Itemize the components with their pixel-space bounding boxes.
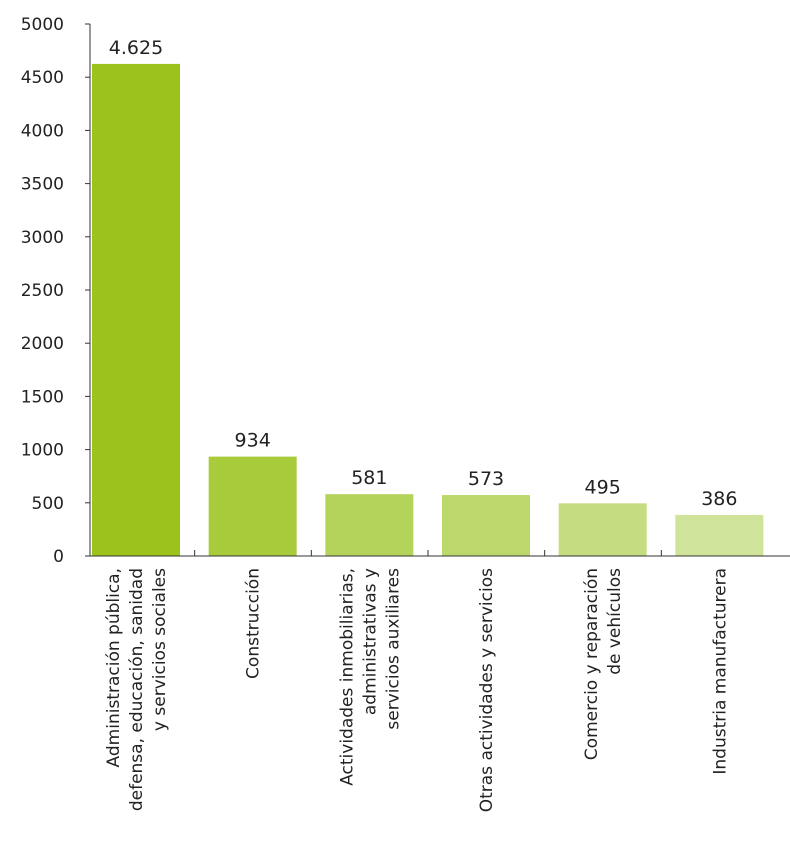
y-tick-label: 4500 (21, 68, 64, 88)
y-tick-label: 5000 (21, 15, 64, 35)
bar-value-label: 495 (585, 476, 621, 498)
y-tick-label: 3000 (21, 228, 64, 248)
bars: 4.625 934 581 573 495 386 (92, 37, 764, 557)
bar-value-label: 4.625 (109, 37, 163, 59)
x-category-label: Industria manufacturera (710, 568, 730, 775)
x-category-label: Actividades inmobiliarias, administrativa… (337, 568, 403, 786)
y-tick-label: 4000 (21, 121, 64, 141)
y-tick-label: 2500 (21, 281, 64, 301)
y-tick-label: 1500 (21, 387, 64, 407)
bar (442, 495, 530, 556)
x-category-label-line: Industria manufacturera (710, 568, 730, 775)
bar (675, 514, 764, 556)
x-category-label-line: Actividades inmobiliarias, (337, 568, 357, 786)
y-tick-label: 2000 (21, 334, 64, 354)
x-axis: Administración pública, defensa, educació… (90, 550, 790, 812)
y-tick-label: 1000 (21, 441, 64, 461)
y-tick-label: 3500 (21, 175, 64, 195)
x-category-label-line: Administración pública, (104, 568, 124, 767)
bar (558, 503, 647, 556)
x-category-label-line: Otras actividades y servicios (477, 568, 497, 812)
x-category-label-line: Comercio y reparación (582, 568, 602, 760)
bar-value-label: 581 (351, 467, 387, 489)
bar-value-label: 386 (701, 488, 737, 510)
bar-value-label: 934 (235, 430, 271, 452)
x-category-label: Comercio y reparación de vehículos (582, 568, 625, 760)
x-category-label-line: Construcción (244, 568, 264, 679)
bar (208, 456, 297, 556)
y-tick-label: 0 (53, 547, 64, 567)
x-category-label: Otras actividades y servicios (477, 568, 497, 812)
y-tick-label: 500 (32, 494, 64, 514)
bar (92, 63, 180, 557)
x-category-label-line: administrativas y (360, 568, 380, 715)
x-category-label-line: servicios auxiliares (383, 568, 403, 730)
bar-value-label: 573 (468, 468, 504, 490)
bar (325, 494, 414, 556)
x-category-label: Construcción (244, 568, 264, 679)
x-category-label-line: y servicios sociales (150, 568, 170, 731)
y-axis: 0 500 1000 1500 2000 2500 3000 3500 4000 4500 5000 (21, 15, 91, 567)
x-category-label-line: defensa, educación, sanidad (127, 568, 147, 811)
x-category-label: Administración pública, defensa, educació… (104, 568, 170, 811)
x-category-label-line: de vehículos (605, 568, 625, 675)
